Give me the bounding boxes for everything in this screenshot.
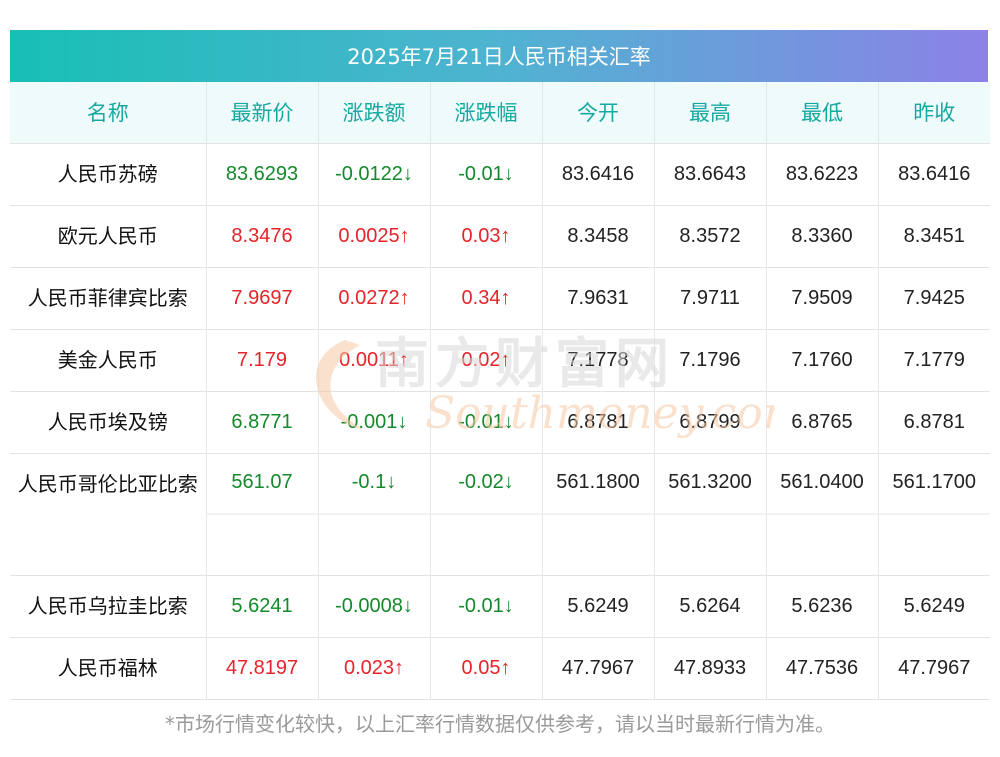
prev-close-cell: 83.6416 [878, 142, 990, 205]
table-row: 欧元人民币 8.3476 0.0025↑ 0.03↑ 8.3458 8.3572 8.336… [10, 204, 990, 267]
currency-pair-name: 人民币菲律宾比索 [10, 266, 207, 329]
open-cell: 7.9631 [542, 266, 655, 329]
change-cell: 0.0025↑ [318, 204, 431, 267]
change-cell: 0.0272↑ [318, 266, 431, 329]
header-high: 最高 [654, 82, 767, 143]
change-pct-cell: 0.34↑ [430, 266, 543, 329]
latest-price-cell: 7.9697 [206, 266, 319, 329]
change-pct-cell: -0.01↓ [430, 574, 543, 637]
currency-pair-name: 人民币埃及镑 [10, 390, 207, 453]
change-cell: 0.0011↑ [318, 328, 431, 391]
change-cell: -0.0122↓ [318, 142, 431, 205]
header-change: 涨跌额 [318, 82, 431, 143]
prev-close-cell: 8.3451 [878, 204, 990, 267]
high-cell: 7.9711 [654, 266, 767, 329]
low-cell: 7.1760 [766, 328, 879, 391]
high-cell: 6.8799 [654, 390, 767, 453]
table-row: 人民币埃及镑 6.8771 -0.001↓ -0.01↓ 6.8781 6.8799 6.8… [10, 390, 990, 453]
prev-close-cell: 7.1779 [878, 328, 990, 391]
change-pct-cell: 0.03↑ [430, 204, 543, 267]
latest-price-cell: 5.6241 [206, 574, 319, 637]
latest-price-cell: 561.07 [206, 452, 319, 575]
high-cell: 8.3572 [654, 204, 767, 267]
change-pct-cell: -0.02↓ [430, 452, 543, 575]
currency-pair-name: 人民币福林 [10, 636, 207, 700]
latest-price-cell: 47.8197 [206, 636, 319, 700]
table-row: 人民币苏磅 83.6293 -0.0122↓ -0.01↓ 83.6416 83.6643… [10, 142, 990, 205]
low-cell: 561.0400 [766, 452, 879, 575]
latest-price-cell: 6.8771 [206, 390, 319, 453]
change-cell: -0.1↓ [318, 452, 431, 575]
change-pct-cell: -0.01↓ [430, 142, 543, 205]
table-header-row: 名称 最新价 涨跌额 涨跌幅 今开 最高 最低 昨收 [10, 82, 990, 143]
change-cell: -0.001↓ [318, 390, 431, 453]
header-open: 今开 [542, 82, 655, 143]
disclaimer-footer: *市场行情变化较快，以上汇率行情数据仅供参考，请以当时最新行情为准。 [165, 712, 835, 736]
open-cell: 8.3458 [542, 204, 655, 267]
open-cell: 5.6249 [542, 574, 655, 637]
table-row: 人民币菲律宾比索 7.9697 0.0272↑ 0.34↑ 7.9631 7.9711 7.… [10, 266, 990, 329]
open-cell: 47.7967 [542, 636, 655, 700]
table-row: 人民币乌拉圭比索 5.6241 -0.0008↓ -0.01↓ 5.6249 5.6264… [10, 574, 990, 637]
change-pct-cell: -0.01↓ [430, 390, 543, 453]
open-cell: 7.1778 [542, 328, 655, 391]
low-cell: 6.8765 [766, 390, 879, 453]
currency-pair-name: 美金人民币 [10, 328, 207, 391]
exchange-rate-card: 2025年7月21日人民币相关汇率 名称 最新价 涨跌额 涨跌幅 今开 最高 最… [10, 30, 990, 700]
high-cell: 47.8933 [654, 636, 767, 700]
open-cell: 6.8781 [542, 390, 655, 453]
latest-price-cell: 83.6293 [206, 142, 319, 205]
change-pct-cell: 0.05↑ [430, 636, 543, 700]
table-title: 2025年7月21日人民币相关汇率 [10, 30, 988, 82]
latest-price-cell: 8.3476 [206, 204, 319, 267]
low-cell: 83.6223 [766, 142, 879, 205]
prev-close-cell: 47.7967 [878, 636, 990, 700]
low-cell: 7.9509 [766, 266, 879, 329]
low-cell: 47.7536 [766, 636, 879, 700]
currency-pair-name: 人民币哥伦比亚比索 [10, 452, 207, 575]
prev-close-cell: 6.8781 [878, 390, 990, 453]
header-low: 最低 [766, 82, 879, 143]
open-cell: 561.1800 [542, 452, 655, 575]
high-cell: 561.3200 [654, 452, 767, 575]
low-cell: 5.6236 [766, 574, 879, 637]
exchange-rate-table: 名称 最新价 涨跌额 涨跌幅 今开 最高 最低 昨收 人民币苏磅 83.6293-… [10, 82, 990, 700]
currency-pair-name: 欧元人民币 [10, 204, 207, 267]
header-latest: 最新价 [206, 82, 319, 143]
high-cell: 5.6264 [654, 574, 767, 637]
currency-pair-name: 人民币苏磅 [10, 142, 207, 205]
currency-pair-name: 人民币乌拉圭比索 [10, 574, 207, 637]
change-pct-cell: 0.02↑ [430, 328, 543, 391]
prev-close-cell: 7.9425 [878, 266, 990, 329]
change-cell: -0.0008↓ [318, 574, 431, 637]
prev-close-cell: 5.6249 [878, 574, 990, 637]
table-row: 人民币哥伦比亚比索 561.07 -0.1↓ -0.02↓ 561.1800 561.32… [10, 452, 990, 575]
high-cell: 7.1796 [654, 328, 767, 391]
latest-price-cell: 7.179 [206, 328, 319, 391]
header-prev-close: 昨收 [913, 101, 956, 126]
header-name: 名称 [10, 82, 207, 143]
table-row: 人民币福林 47.8197 0.023↑ 0.05↑ 47.7967 47.8933 47.… [10, 636, 990, 700]
prev-close-cell: 561.1700 [878, 452, 990, 575]
low-cell: 8.3360 [766, 204, 879, 267]
open-cell: 83.6416 [542, 142, 655, 205]
table-row: 美金人民币 7.179 0.0011↑ 0.02↑ 7.1778 7.1796 7.1760… [10, 328, 990, 391]
change-cell: 0.023↑ [318, 636, 431, 700]
header-change-pct: 涨跌幅 [430, 82, 543, 143]
high-cell: 83.6643 [654, 142, 767, 205]
